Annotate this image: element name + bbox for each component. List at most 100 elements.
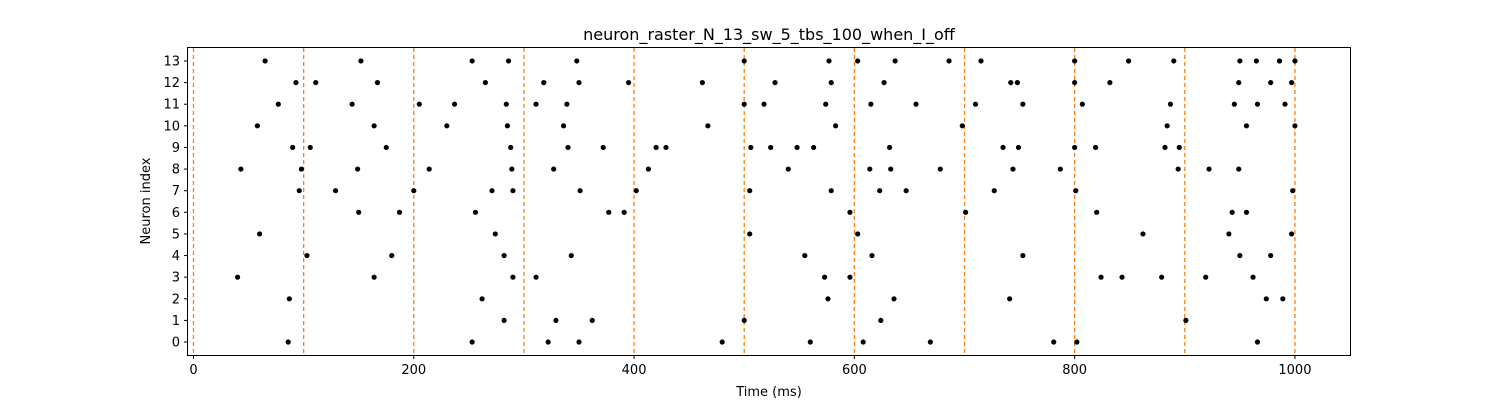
spike-point	[741, 101, 747, 107]
spike-point	[1289, 79, 1295, 86]
spike-point	[833, 123, 839, 129]
spike-point	[1254, 101, 1261, 107]
spike-point	[501, 252, 507, 259]
spike-point	[256, 231, 263, 237]
spike-point	[1254, 339, 1261, 345]
spike-point	[234, 274, 241, 280]
spike-point	[1171, 58, 1177, 64]
spike-point	[869, 252, 875, 259]
spike-point	[881, 79, 887, 86]
spike-point	[389, 252, 395, 259]
spike-point	[1015, 144, 1022, 151]
spike-point	[1164, 123, 1170, 129]
spike-point	[807, 339, 813, 345]
spike-point	[1237, 58, 1243, 64]
spike-point	[374, 79, 381, 86]
spike-point	[1098, 274, 1104, 280]
spike-point	[802, 252, 808, 259]
spike-point	[332, 188, 339, 194]
spike-point	[748, 144, 754, 151]
spike-point	[1126, 58, 1132, 64]
spike-point	[1183, 317, 1189, 324]
y-tick-label: 9	[172, 141, 180, 156]
spike-point	[1140, 231, 1146, 237]
spike-point	[1072, 58, 1078, 64]
spike-point	[576, 79, 582, 86]
y-tick-label: 8	[172, 163, 180, 178]
spike-point	[307, 144, 313, 151]
spike-point	[1014, 79, 1020, 86]
y-tick-label: 3	[172, 271, 180, 286]
spike-point	[1159, 274, 1165, 280]
spike-point	[574, 58, 580, 64]
spike-point	[1079, 101, 1085, 107]
y-tick-label: 2	[172, 292, 180, 307]
spike-point	[1119, 274, 1125, 280]
spike-point	[606, 209, 612, 215]
spike-point	[355, 166, 361, 172]
spike-point	[1176, 144, 1182, 151]
spike-point	[959, 123, 965, 129]
spike-point	[504, 123, 511, 129]
spike-point	[1237, 252, 1243, 259]
y-tick-label: 11	[163, 98, 180, 113]
spike-point	[509, 166, 515, 172]
spike-point	[1268, 79, 1274, 86]
spike-point	[1243, 209, 1250, 215]
spike-point	[505, 58, 512, 64]
spike-point	[860, 339, 866, 345]
spike-point	[1008, 79, 1014, 86]
spike-point	[383, 144, 389, 151]
spike-point	[903, 188, 909, 194]
spike-point	[699, 79, 705, 86]
spike-point	[1162, 144, 1168, 151]
spike-point	[262, 58, 268, 64]
spike-point	[290, 144, 296, 151]
spike-point	[1020, 252, 1026, 259]
spike-point	[887, 144, 893, 151]
spike-point	[645, 166, 651, 172]
spike-point	[1292, 123, 1298, 129]
spike-point	[825, 296, 831, 302]
spike-point	[946, 58, 952, 64]
spike-point	[503, 101, 509, 107]
spike-point	[847, 209, 853, 215]
spike-point	[356, 209, 362, 215]
spike-point	[1236, 79, 1242, 86]
spike-point	[565, 144, 571, 151]
spike-point	[772, 79, 778, 86]
spike-point	[416, 101, 422, 107]
spike-point	[888, 166, 894, 172]
spike-point	[541, 79, 547, 86]
spike-point	[411, 188, 417, 194]
spike-point	[293, 79, 299, 86]
x-tick-label: 0	[189, 363, 197, 378]
spike-point	[1280, 296, 1286, 302]
spike-point	[868, 101, 874, 107]
spike-point	[1268, 252, 1274, 259]
spike-point	[472, 209, 479, 215]
spike-point	[564, 101, 570, 107]
spike-point	[705, 123, 711, 129]
y-tick-label: 7	[172, 184, 180, 199]
x-tick-label: 600	[842, 363, 867, 378]
y-tick-label: 0	[172, 336, 180, 351]
spike-point	[785, 166, 791, 172]
spike-point	[1057, 166, 1063, 172]
spike-point	[533, 274, 539, 280]
spike-point	[1250, 274, 1256, 280]
spike-point	[1263, 296, 1269, 302]
spike-point	[1282, 101, 1288, 107]
spike-point	[1000, 144, 1006, 151]
spike-point	[847, 274, 853, 280]
x-tick-label: 800	[1062, 363, 1087, 378]
spike-point	[878, 317, 884, 324]
spike-point	[1290, 188, 1296, 194]
spike-point	[867, 166, 873, 172]
spike-point	[855, 58, 861, 64]
x-axis-label: Time (ms)	[735, 385, 802, 400]
spike-point	[937, 166, 943, 172]
spike-points	[234, 58, 1298, 345]
